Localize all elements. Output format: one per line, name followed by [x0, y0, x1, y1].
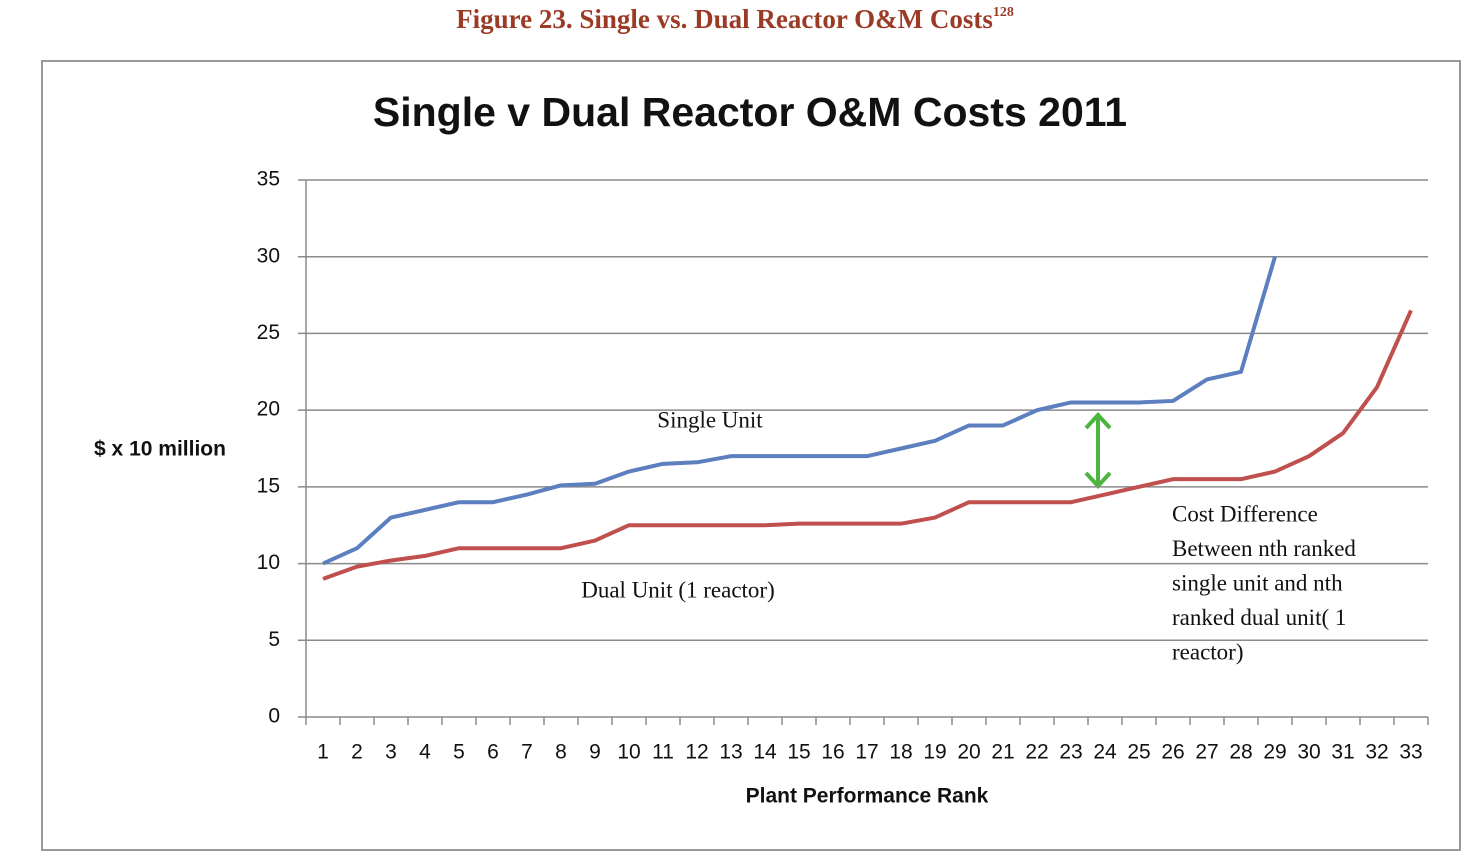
- x-tick-label: 3: [385, 741, 397, 764]
- x-tick-label: 9: [589, 741, 601, 764]
- annotation: Cost Difference: [1172, 501, 1318, 526]
- y-tick-label: 5: [268, 628, 280, 651]
- annotation: ranked dual unit( 1: [1172, 605, 1346, 630]
- y-tick-label: 35: [257, 168, 280, 191]
- x-tick-label: 11: [652, 741, 674, 764]
- x-tick-label: 7: [521, 741, 533, 764]
- x-axis-label: Plant Performance Rank: [746, 785, 989, 808]
- x-tick-label: 24: [1093, 741, 1117, 764]
- y-tick-label: 0: [268, 705, 280, 728]
- x-tick-label: 28: [1229, 741, 1252, 764]
- y-tick-label: 30: [257, 244, 280, 267]
- caption: Figure 23. Single vs. Dual Reactor O&M C…: [456, 4, 1014, 34]
- series-label: Dual Unit (1 reactor): [581, 577, 775, 602]
- x-tick-label: 4: [419, 741, 431, 764]
- x-tick-label: 29: [1263, 741, 1286, 764]
- x-tick-label: 15: [787, 741, 810, 764]
- chart-frame: [41, 60, 1461, 851]
- x-tick-label: 17: [855, 741, 878, 764]
- annotation: Between nth ranked: [1172, 536, 1356, 561]
- y-tick-label: 15: [257, 474, 280, 497]
- x-tick-label: 20: [957, 741, 980, 764]
- x-tick-label: 23: [1059, 741, 1082, 764]
- x-tick-label: 21: [991, 741, 1014, 764]
- x-tick-label: 16: [821, 741, 844, 764]
- annotation: single unit and nth: [1172, 570, 1343, 595]
- caption-text: Figure 23. Single vs. Dual Reactor O&M C…: [456, 4, 993, 34]
- x-tick-label: 30: [1297, 741, 1320, 764]
- x-tick-label: 1: [317, 741, 329, 764]
- y-tick-label: 20: [257, 398, 280, 421]
- x-tick-label: 31: [1331, 741, 1354, 764]
- series-line: [322, 256, 1277, 566]
- chart-title: Single v Dual Reactor O&M Costs 2011: [373, 89, 1127, 135]
- x-tick-label: 25: [1127, 741, 1150, 764]
- x-tick-label: 32: [1365, 741, 1388, 764]
- series-label: Single Unit: [657, 407, 763, 432]
- x-tick-label: 5: [453, 741, 465, 764]
- x-tick-label: 13: [719, 741, 742, 764]
- x-tick-label: 27: [1195, 741, 1218, 764]
- series-line: [322, 309, 1413, 581]
- x-tick-label: 2: [351, 741, 363, 764]
- difference-arrow: [1084, 412, 1112, 489]
- y-tick-label: 25: [257, 321, 280, 344]
- caption-note: 128: [993, 5, 1014, 20]
- x-tick-label: 26: [1161, 741, 1184, 764]
- x-tick-label: 10: [617, 741, 640, 764]
- x-tick-label: 22: [1025, 741, 1048, 764]
- x-tick-label: 19: [923, 741, 946, 764]
- x-tick-label: 6: [487, 741, 499, 764]
- y-axis-label: $ x 10 million: [94, 438, 226, 461]
- x-tick-label: 18: [889, 741, 912, 764]
- x-tick-label: 8: [555, 741, 567, 764]
- annotation: reactor): [1172, 639, 1244, 664]
- x-tick-label: 12: [685, 741, 708, 764]
- x-tick-label: 33: [1399, 741, 1422, 764]
- y-tick-label: 10: [257, 551, 280, 574]
- x-tick-label: 14: [753, 741, 777, 764]
